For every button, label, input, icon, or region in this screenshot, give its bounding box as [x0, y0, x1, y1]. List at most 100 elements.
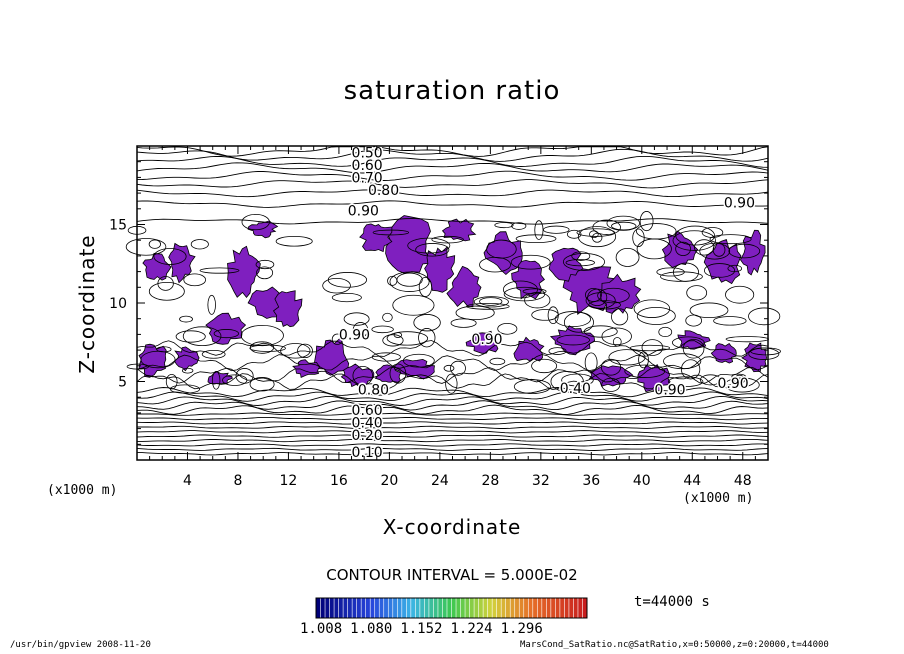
contour-line — [494, 222, 514, 229]
supersaturation-region — [513, 336, 545, 362]
supersaturation-region — [424, 246, 456, 293]
contour-line — [352, 322, 369, 338]
contour-line — [393, 332, 403, 338]
contour-line — [396, 272, 423, 287]
supersaturation-region — [142, 252, 172, 281]
colorbar-tick: 1.080 — [350, 621, 393, 637]
colorbar-segment — [564, 598, 569, 618]
colorbar-segment — [419, 598, 425, 618]
contour-line — [136, 373, 769, 391]
contour-label: 0.60 — [352, 403, 383, 419]
contour-line — [136, 162, 769, 174]
contour-line — [611, 221, 637, 231]
colorbar-segment — [370, 598, 375, 618]
contour-line — [136, 395, 769, 406]
supersaturation-region — [227, 245, 261, 299]
colorbar-segment — [451, 598, 457, 618]
contour-line — [450, 318, 477, 328]
contour-line — [275, 236, 313, 247]
x-tick-label: 48 — [734, 473, 752, 489]
chart-title: saturation ratio — [343, 76, 561, 106]
contour-line — [639, 211, 654, 232]
colorbar-tick: 1.152 — [400, 621, 443, 637]
y-axis-label: Z-coordinate — [75, 234, 99, 374]
colorbar-segment — [483, 598, 488, 618]
contour-line — [136, 200, 769, 208]
contour-line — [511, 222, 527, 230]
contour-line — [600, 358, 621, 376]
colorbar-segment — [442, 598, 447, 618]
contour-line — [633, 299, 671, 318]
colorbar-segment — [424, 598, 429, 618]
contour-line — [686, 285, 708, 301]
contour-label: 0.40 — [352, 415, 383, 431]
contour-line — [392, 294, 435, 316]
contour-line — [125, 238, 167, 256]
contour-line — [615, 247, 640, 267]
contour-line — [725, 336, 770, 343]
colorbar-segment — [338, 598, 344, 618]
colorbar-segment — [334, 598, 339, 618]
contour-line — [497, 322, 518, 335]
contour-line — [709, 234, 752, 245]
colorbar-segment — [537, 598, 542, 618]
colorbar-segment — [406, 598, 411, 618]
contour-label: 0.80 — [368, 183, 399, 199]
contour-line — [731, 373, 747, 380]
x-tick-label: 44 — [683, 473, 701, 489]
contour-line — [663, 353, 702, 370]
colorbar-segment — [401, 598, 407, 618]
contour-line — [181, 367, 194, 374]
colorbar-segment — [496, 598, 502, 618]
colorbar-segment — [446, 598, 452, 618]
supersaturation-region — [292, 359, 321, 378]
contour-line — [450, 360, 466, 376]
contour-line — [371, 325, 394, 334]
contour-line — [136, 354, 769, 372]
contour-line — [531, 309, 559, 321]
colorbar-segment — [510, 598, 515, 618]
contour-line — [547, 306, 559, 325]
contour-line — [489, 357, 506, 366]
contour-line — [148, 239, 162, 249]
contour-line — [699, 242, 731, 260]
contour-line — [728, 243, 761, 259]
contour-line — [606, 215, 640, 231]
colorbar-segment — [329, 598, 335, 618]
contour-line — [681, 359, 701, 380]
supersaturation-region — [359, 223, 393, 253]
contour-line — [136, 434, 769, 438]
contour-line — [503, 286, 546, 302]
supersaturation-region — [168, 242, 196, 284]
contour-label: 0.80 — [358, 382, 389, 398]
contour-line — [556, 334, 590, 346]
contour-line — [297, 343, 313, 359]
colorbar-segment — [546, 598, 551, 618]
colorbar-segment — [361, 598, 366, 618]
colorbar-segment — [532, 598, 538, 618]
colorbar-segment — [352, 598, 357, 618]
colorbar-segment — [541, 598, 547, 618]
contour-line — [694, 239, 715, 256]
contour-line — [632, 228, 645, 247]
contour-lines — [125, 146, 781, 456]
contour-line — [667, 376, 704, 387]
contour-line — [199, 267, 240, 274]
colorbar-segment — [428, 598, 434, 618]
contour-line — [466, 302, 510, 310]
colorbar-segment — [487, 598, 493, 618]
y-axis: 5 10 15 — [109, 161, 768, 445]
colorbar-segment — [582, 598, 587, 618]
contour-interval: CONTOUR INTERVAL = 5.000E-02 — [326, 566, 578, 584]
contour-line — [725, 285, 755, 304]
contour-line — [137, 438, 769, 443]
contour-line — [156, 346, 172, 353]
colorbar-segment — [320, 598, 326, 618]
contour-line — [386, 331, 429, 346]
contour-line — [136, 189, 769, 198]
contour-line — [566, 229, 582, 239]
contour-line — [660, 271, 703, 282]
contour-line — [175, 330, 206, 343]
contour-line — [136, 387, 769, 398]
contour-line — [748, 307, 781, 326]
